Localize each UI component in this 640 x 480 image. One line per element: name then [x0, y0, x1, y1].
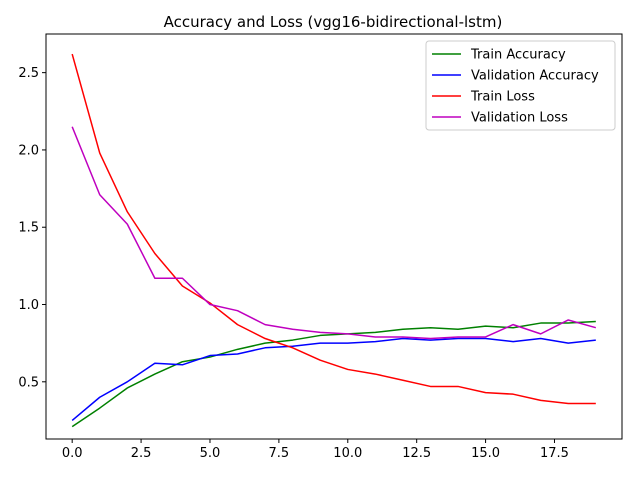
x-tick-label: 12.5 [402, 446, 431, 461]
y-tick-label: 0.5 [18, 375, 39, 390]
legend-label-train-loss: Train Loss [470, 90, 535, 105]
x-tick-label: 7.5 [269, 446, 290, 461]
axes-layer: 0.0 2.5 5.0 7.5 10.0 12.5 15.0 17.5 0.5 1.0 1.5 2.0… [18, 66, 569, 461]
x-tick-label: 5.0 [200, 446, 221, 461]
y-tick-label: 2.0 [18, 143, 39, 158]
lines-layer [71, 53, 597, 428]
legend-label-validation-loss: Validation Loss [471, 111, 568, 126]
x-tick-label: 17.5 [540, 446, 569, 461]
y-tick-label: 2.5 [18, 66, 39, 81]
plot-frame [45, 33, 623, 440]
legend-label-validation-accuracy: Validation Accuracy [471, 69, 599, 84]
x-tick-label: 15.0 [471, 446, 500, 461]
x-tick-label: 0.0 [62, 446, 83, 461]
legend-box [425, 40, 616, 131]
chart-title: Accuracy and Loss (vgg16-bidirectional-l… [164, 13, 503, 31]
x-tick-label: 2.5 [131, 446, 152, 461]
y-tick-label: 1.5 [18, 221, 39, 236]
legend-label-train-accuracy: Train Accuracy [470, 48, 566, 63]
series-line-validation-loss [71, 126, 597, 340]
series-line-train-loss [71, 53, 596, 405]
y-tick-label: 1.0 [18, 298, 39, 313]
series-line-validation-accuracy [71, 337, 596, 422]
legend: Train Accuracy Validation Accuracy Train L… [425, 40, 616, 131]
x-tick-label: 10.0 [333, 446, 362, 461]
